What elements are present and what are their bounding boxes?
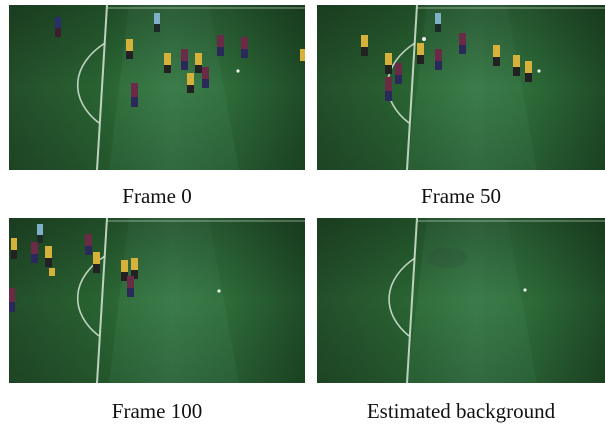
estimated-background-image	[317, 218, 605, 383]
frame-100-image	[9, 218, 305, 383]
frame-50-image	[317, 5, 605, 170]
frame-0-image	[9, 5, 305, 170]
frame-0-caption: Frame 0	[122, 184, 192, 208]
frame-50-caption: Frame 50	[421, 184, 501, 208]
frame-100-caption: Frame 100	[111, 399, 203, 423]
estimated-background-caption: Estimated background	[366, 399, 556, 423]
